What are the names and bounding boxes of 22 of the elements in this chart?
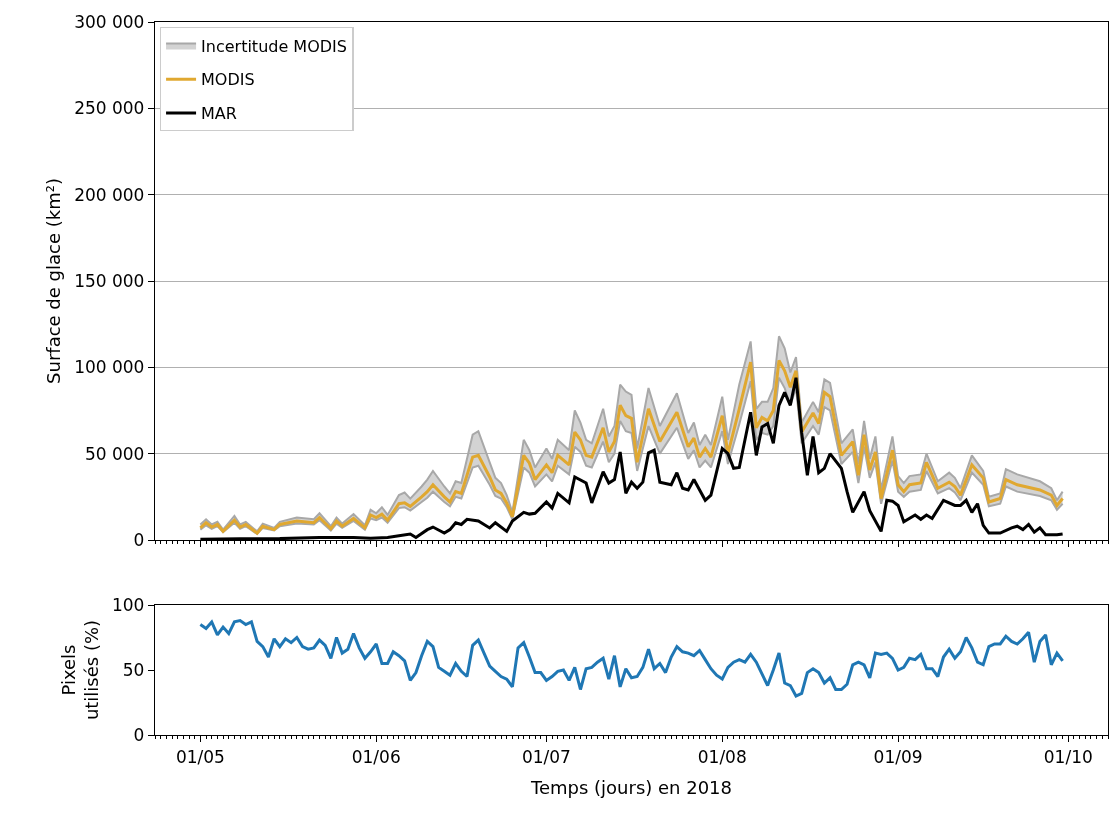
y-tick-label: 150 000 bbox=[74, 270, 145, 291]
x-tick-label: 01/08 bbox=[697, 746, 747, 767]
x-tick-label: 01/10 bbox=[1043, 746, 1093, 767]
legend-label: MAR bbox=[201, 104, 237, 124]
y-tick-label: 50 bbox=[122, 659, 145, 680]
x-tick-label: 01/06 bbox=[351, 746, 401, 767]
y-tick-label: 100 000 bbox=[74, 357, 145, 378]
y-axis-title: Pixels utilisés (%) bbox=[57, 619, 103, 721]
y-tick-label: 0 bbox=[133, 529, 145, 550]
x-tick-label: 01/09 bbox=[873, 746, 923, 767]
legend-label: MODIS bbox=[201, 70, 255, 90]
x-axis-title: Temps (jours) en 2018 bbox=[529, 776, 733, 798]
x-tick-label: 01/05 bbox=[175, 746, 225, 767]
x-tick-label: 01/07 bbox=[521, 746, 571, 767]
y-axis-title: Surface de glace (km²) bbox=[43, 178, 65, 384]
y-tick-label: 100 bbox=[112, 594, 145, 615]
y-tick-label: 0 bbox=[133, 724, 145, 745]
y-tick-label: 200 000 bbox=[74, 184, 145, 205]
y-tick-label: 300 000 bbox=[74, 11, 145, 32]
y-tick-label: 250 000 bbox=[74, 98, 145, 119]
y-tick-label: 50 000 bbox=[84, 443, 145, 464]
legend-label: Incertitude MODIS bbox=[201, 36, 347, 56]
